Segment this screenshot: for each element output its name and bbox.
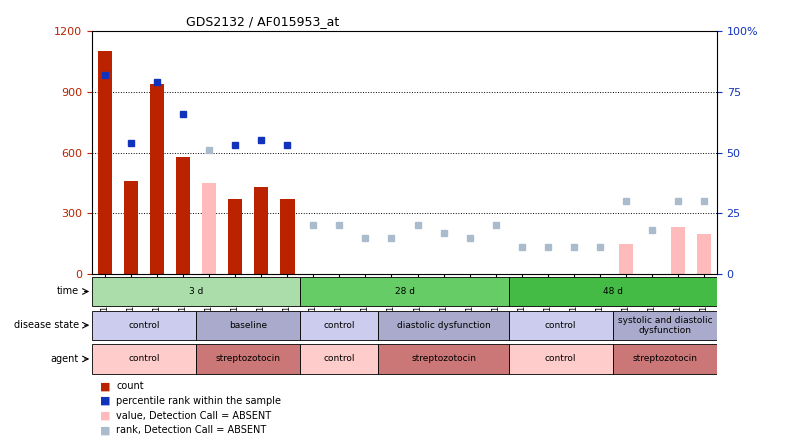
- Text: systolic and diastolic
dysfunction: systolic and diastolic dysfunction: [618, 316, 712, 335]
- Bar: [379, 345, 509, 373]
- Bar: [300, 311, 378, 340]
- Text: GDS2132 / AF015953_at: GDS2132 / AF015953_at: [186, 16, 339, 28]
- Text: 48 d: 48 d: [603, 287, 622, 296]
- Text: diastolic dysfunction: diastolic dysfunction: [396, 321, 490, 330]
- Bar: [697, 234, 711, 274]
- Text: ■: ■: [100, 425, 111, 435]
- Bar: [150, 84, 164, 274]
- Bar: [92, 345, 196, 373]
- Text: percentile rank within the sample: percentile rank within the sample: [116, 396, 281, 406]
- Text: streptozotocin: streptozotocin: [411, 354, 476, 364]
- Bar: [670, 227, 685, 274]
- Bar: [379, 311, 509, 340]
- Bar: [92, 277, 300, 306]
- Text: control: control: [545, 321, 577, 330]
- Bar: [509, 311, 613, 340]
- Bar: [613, 345, 717, 373]
- Bar: [92, 311, 196, 340]
- Text: control: control: [128, 354, 160, 364]
- Bar: [509, 277, 717, 306]
- Text: streptozotocin: streptozotocin: [632, 354, 698, 364]
- Text: count: count: [116, 381, 143, 391]
- Bar: [196, 311, 300, 340]
- Bar: [509, 345, 613, 373]
- Bar: [98, 52, 112, 274]
- Text: control: control: [324, 321, 355, 330]
- Text: baseline: baseline: [229, 321, 268, 330]
- Bar: [124, 181, 139, 274]
- Bar: [300, 277, 509, 306]
- Text: value, Detection Call = ABSENT: value, Detection Call = ABSENT: [116, 411, 272, 420]
- Text: control: control: [324, 354, 355, 364]
- Bar: [202, 183, 216, 274]
- Bar: [613, 311, 717, 340]
- Bar: [280, 199, 295, 274]
- Text: time: time: [57, 286, 79, 297]
- Bar: [618, 244, 633, 274]
- Text: agent: agent: [50, 354, 79, 364]
- Text: disease state: disease state: [14, 320, 79, 330]
- Text: control: control: [128, 321, 160, 330]
- Bar: [228, 199, 243, 274]
- Text: rank, Detection Call = ABSENT: rank, Detection Call = ABSENT: [116, 425, 267, 435]
- Text: ■: ■: [100, 411, 111, 420]
- Bar: [196, 345, 300, 373]
- Bar: [176, 157, 191, 274]
- Text: ■: ■: [100, 381, 111, 391]
- Text: control: control: [545, 354, 577, 364]
- Text: 3 d: 3 d: [189, 287, 203, 296]
- Text: ■: ■: [100, 396, 111, 406]
- Text: streptozotocin: streptozotocin: [215, 354, 281, 364]
- Bar: [300, 345, 378, 373]
- Bar: [254, 187, 268, 274]
- Text: 28 d: 28 d: [395, 287, 414, 296]
